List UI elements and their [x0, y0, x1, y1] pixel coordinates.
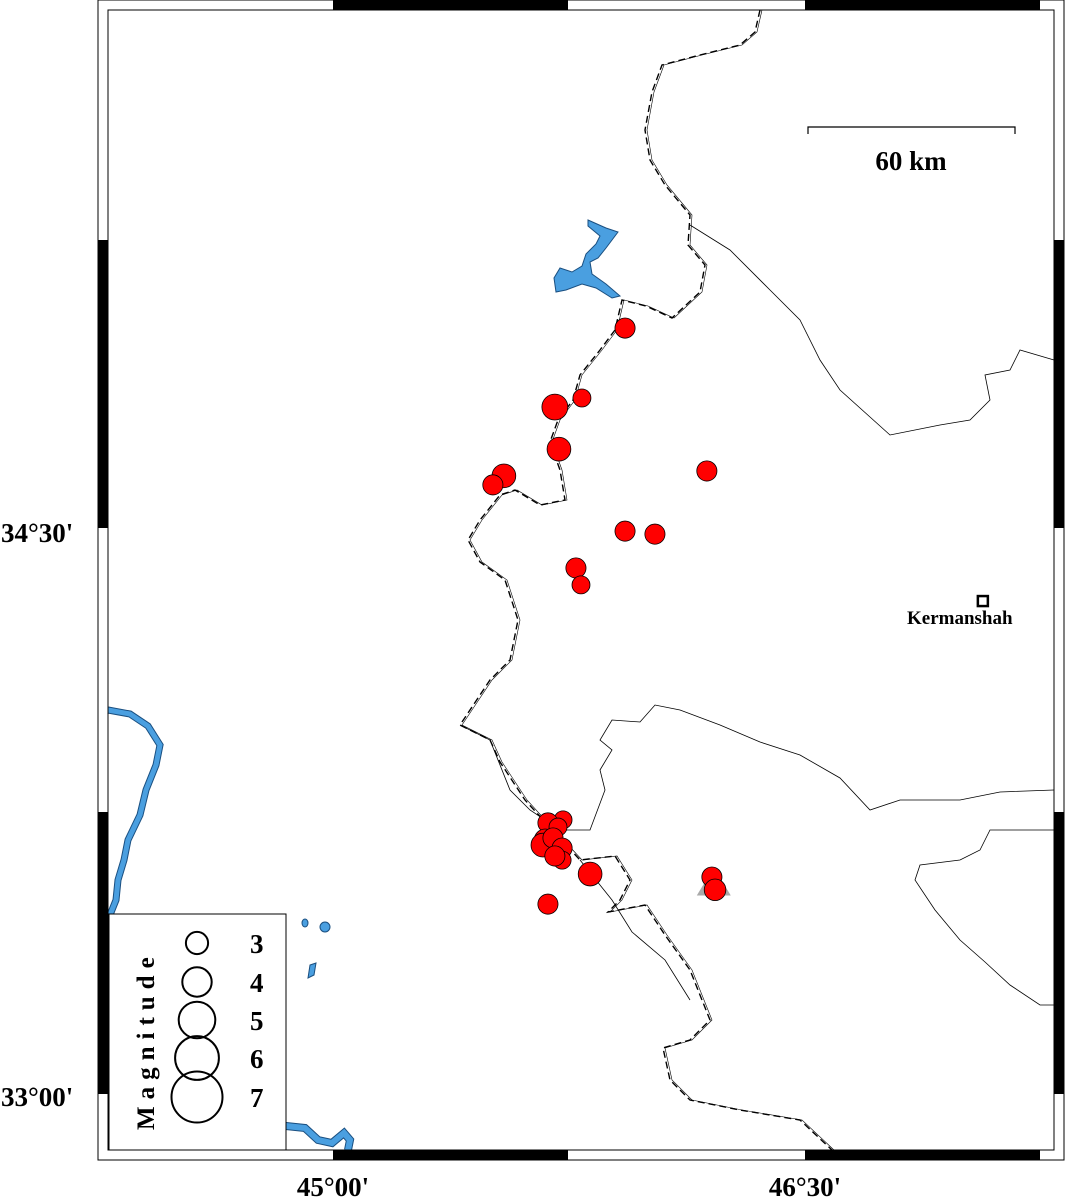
frame-bar: [805, 1150, 1040, 1160]
city-marker: [976, 594, 990, 608]
legend-circle-4: [181, 966, 213, 998]
frame-bar: [1054, 240, 1064, 528]
lake: [307, 962, 317, 979]
lat-label-33-00: 33°00': [1, 1082, 73, 1112]
lon-label-46-30: 46°30': [769, 1172, 841, 1199]
province-border: [689, 224, 1055, 436]
legend-circle-7: [170, 1070, 224, 1124]
province-border: [459, 704, 1055, 831]
international-border: [458, 9, 833, 1151]
legend-title: Magnitude: [133, 950, 160, 1130]
legend: Magnitude 3 4 5 6 7: [108, 913, 287, 1151]
legend-label-6: 6: [250, 1044, 264, 1074]
city-label: Kermanshah: [907, 608, 1013, 629]
event-3: [546, 436, 572, 462]
event-19: [544, 845, 566, 867]
frame-bar: [98, 240, 108, 528]
river: [107, 707, 163, 916]
event-7: [614, 520, 636, 542]
frame-bar: [333, 1150, 568, 1160]
lake: [319, 921, 331, 933]
event-6: [696, 460, 718, 482]
event-9: [565, 557, 587, 579]
legend-label-4: 4: [250, 968, 264, 998]
earthquake-events: [482, 317, 727, 915]
scale-bar: 60 km: [807, 126, 1016, 176]
event-20: [577, 861, 603, 887]
legend-label-5: 5: [250, 1006, 264, 1036]
frame-inner: [107, 9, 1055, 1151]
event-5: [482, 474, 504, 496]
event-8: [644, 523, 666, 545]
lake: [301, 918, 309, 928]
lon-label-45-00: 45°00': [297, 1172, 369, 1199]
scale-bar-label: 60 km: [875, 146, 947, 176]
legend-circle-6: [174, 1035, 220, 1081]
event-0: [614, 317, 636, 339]
event-21: [537, 893, 559, 915]
event-10: [571, 575, 591, 595]
frame-bar: [333, 0, 568, 10]
legend-label-7: 7: [250, 1083, 264, 1113]
province-border: [461, 9, 835, 1151]
event-2: [541, 393, 569, 421]
borders: [458, 9, 1055, 1151]
frame-bar: [1054, 812, 1064, 1094]
province-border: [579, 859, 691, 1001]
lat-label-34-30: 34°30': [1, 518, 73, 548]
frame-bar: [805, 0, 1040, 10]
lake: [553, 219, 622, 299]
river: [285, 1123, 354, 1151]
map-frame: [97, 0, 1065, 1161]
frame-bar: [98, 812, 108, 1094]
city-square-icon: [976, 594, 990, 608]
water-bodies: [106, 219, 622, 1151]
event-1: [572, 388, 592, 408]
legend-circle-5: [177, 1000, 217, 1040]
event-23: [703, 878, 727, 902]
legend-circle-3: [184, 930, 210, 956]
frame-outer: [97, 0, 1065, 1161]
legend-label-3: 3: [250, 929, 264, 959]
province-border: [914, 829, 1054, 1006]
